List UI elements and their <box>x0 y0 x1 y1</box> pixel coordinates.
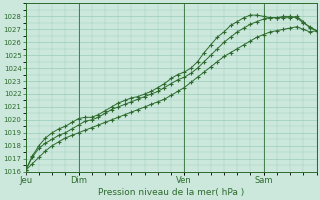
X-axis label: Pression niveau de la mer( hPa ): Pression niveau de la mer( hPa ) <box>98 188 244 197</box>
